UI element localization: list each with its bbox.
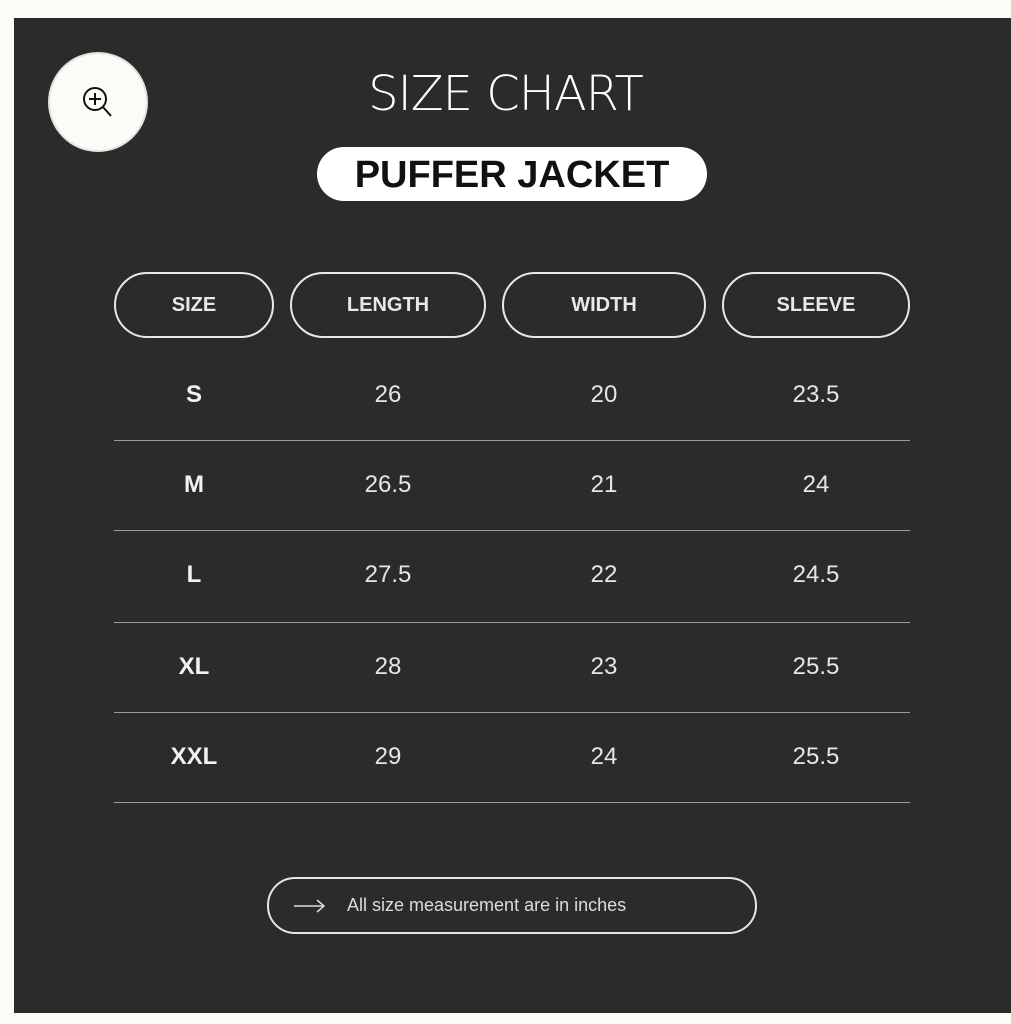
cell-length: 26 xyxy=(374,381,402,408)
arrow-right-icon xyxy=(294,898,326,913)
cell-sleeve: 24.5 xyxy=(792,561,840,588)
cell-width: 22 xyxy=(590,561,618,588)
row-divider xyxy=(114,622,910,623)
cell-size: M xyxy=(184,471,204,498)
cell-width: 24 xyxy=(590,743,618,770)
cell-sleeve: 25.5 xyxy=(792,743,840,770)
column-header-sleeve: SLEEVE xyxy=(722,272,910,338)
cell-length: 26.5 xyxy=(364,471,412,498)
page-title: SIZE CHART xyxy=(368,66,644,122)
zoom-button[interactable] xyxy=(50,54,146,150)
row-divider xyxy=(114,802,910,803)
column-header-length: LENGTH xyxy=(290,272,486,338)
column-header-size: SIZE xyxy=(114,272,274,338)
cell-width: 21 xyxy=(590,471,618,498)
cell-length: 29 xyxy=(374,743,402,770)
cell-width: 23 xyxy=(590,653,618,680)
row-divider xyxy=(114,712,910,713)
row-divider xyxy=(114,440,910,441)
measurement-note: All size measurement are in inches xyxy=(267,877,757,934)
column-header-width: WIDTH xyxy=(502,272,706,338)
cell-sleeve: 24 xyxy=(802,471,830,498)
cell-sleeve: 25.5 xyxy=(792,653,840,680)
row-divider xyxy=(114,530,910,531)
cell-size: L xyxy=(186,561,202,588)
cell-sleeve: 23.5 xyxy=(792,381,840,408)
cell-size: XXL xyxy=(170,743,218,770)
cell-length: 28 xyxy=(374,653,402,680)
zoom-in-icon xyxy=(83,87,112,117)
cell-size: XL xyxy=(178,653,210,680)
measurement-note-text: All size measurement are in inches xyxy=(347,895,627,915)
cell-width: 20 xyxy=(590,381,618,408)
cell-size: S xyxy=(185,381,202,408)
product-name-badge: PUFFER JACKET xyxy=(317,147,707,201)
cell-length: 27.5 xyxy=(364,561,412,588)
